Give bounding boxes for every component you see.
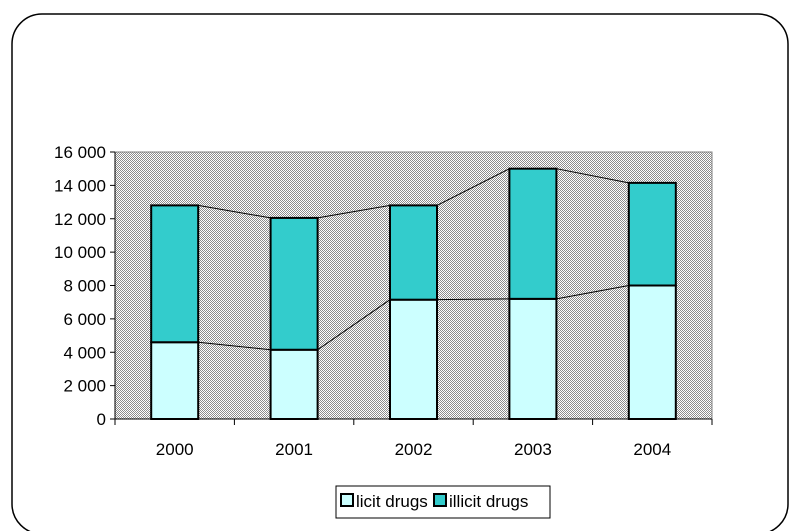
bar-illicit-drugs-2002 [389, 204, 438, 301]
series-connector-lines [198, 168, 629, 351]
x-tick-label: 2000 [156, 440, 194, 459]
bar-licit-drugs-2001 [269, 348, 319, 421]
series-line-illicit-drugs-0 [198, 204, 271, 219]
legend: licit drugs illicit drugs [335, 485, 551, 519]
series-line-licit-drugs-3 [556, 285, 629, 300]
bar-illicit-drugs-2003 [508, 167, 558, 300]
bar-illicit-drugs-2000 [150, 204, 200, 344]
y-tick-label: 10 000 [54, 243, 106, 262]
bar-illicit-drugs-2004 [627, 181, 677, 287]
x-tick-label: 2001 [275, 440, 313, 459]
series-line-licit-drugs-1 [317, 299, 391, 351]
bar-licit-drugs-2002 [389, 298, 438, 421]
legend-label-illicit-drugs: illicit drugs [449, 492, 528, 511]
bar-illicit-drugs-2001 [269, 216, 319, 351]
series-line-licit-drugs-0 [198, 341, 271, 351]
series-line-illicit-drugs-1 [317, 204, 391, 219]
x-tick-label: 2004 [633, 440, 671, 459]
y-axis: 0 2 000 4 000 6 000 8 000 10 000 12 000 14 000 1… [54, 143, 116, 429]
bar-licit-drugs-2000 [150, 341, 200, 420]
x-tick-label: 2003 [514, 440, 552, 459]
legend-swatch-licit-drugs [340, 493, 354, 507]
y-tick-label: 8 000 [63, 277, 106, 296]
y-tick-label: 12 000 [54, 210, 106, 229]
legend-label-licit-drugs: licit drugs [356, 492, 428, 511]
series-line-illicit-drugs-3 [556, 168, 629, 184]
series-line-licit-drugs-2 [436, 298, 510, 301]
bar-licit-drugs-2004 [627, 284, 677, 420]
series-line-illicit-drugs-2 [436, 168, 510, 206]
y-tick-label: 4 000 [63, 343, 106, 362]
bar-group [150, 167, 677, 421]
x-tick-label: 2002 [395, 440, 433, 459]
legend-swatch-illicit-drugs [433, 493, 447, 507]
y-tick-label: 14 000 [54, 176, 106, 195]
y-tick-label: 0 [97, 410, 106, 429]
y-tick-label: 2 000 [63, 377, 106, 396]
x-axis: 2000 2001 2002 2003 2004 [114, 418, 713, 459]
y-tick-label: 16 000 [54, 143, 106, 162]
bar-licit-drugs-2003 [508, 297, 558, 421]
y-tick-label: 6 000 [63, 310, 106, 329]
